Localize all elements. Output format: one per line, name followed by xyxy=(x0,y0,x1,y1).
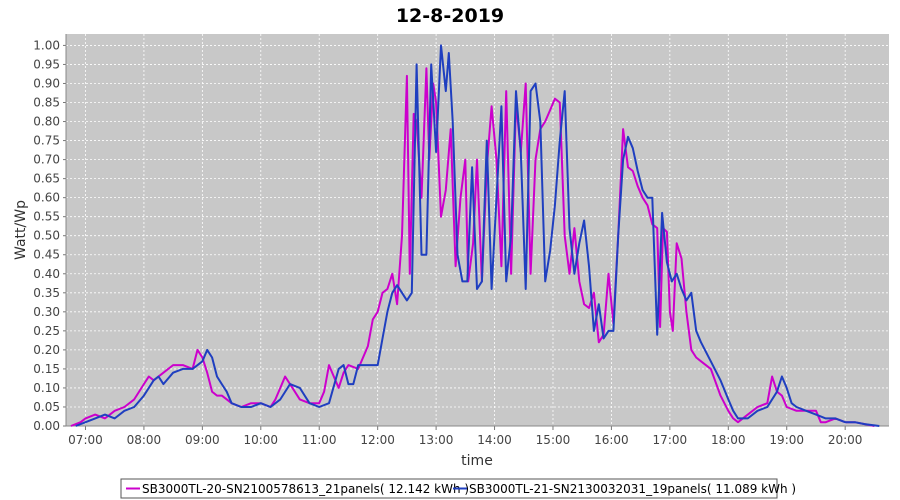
y-tick-label: 0.65 xyxy=(33,172,60,186)
y-tick-label: 0.15 xyxy=(33,362,60,376)
y-tick-label: 0.80 xyxy=(33,115,60,129)
y-tick-label: 1.00 xyxy=(33,38,60,52)
y-tick-label: 0.25 xyxy=(33,324,60,338)
x-tick-label: 13:00 xyxy=(419,433,454,447)
y-tick-label: 0.95 xyxy=(33,57,60,71)
x-tick-label: 17:00 xyxy=(653,433,688,447)
series-line-2 xyxy=(75,44,880,427)
y-tick-label: 0.10 xyxy=(33,381,60,395)
axes: 0.00 0.05 0.10 0.15 0.20 0.25 0.30 0.35 0.40 0.45… xyxy=(33,34,889,447)
y-tick-label: 0.50 xyxy=(33,229,60,243)
y-tick-label: 0.75 xyxy=(33,134,60,148)
series-line-1 xyxy=(70,67,875,427)
legend-box xyxy=(120,478,778,499)
x-tick-label: 09:00 xyxy=(185,433,220,447)
y-tick-label: 0.40 xyxy=(33,267,60,281)
y-tick-label: 0.55 xyxy=(33,210,60,224)
x-tick-label: 10:00 xyxy=(243,433,278,447)
x-tick-label: 12:00 xyxy=(360,433,395,447)
series-lines xyxy=(70,44,880,427)
x-tick-label: 20:00 xyxy=(828,433,863,447)
y-tick-label: 0.35 xyxy=(33,286,60,300)
y-tick-label: 0.45 xyxy=(33,248,60,262)
legend: SB3000TL-20-SN2100578613_21panels( 12.14… xyxy=(120,478,796,499)
y-tick-label: 0.85 xyxy=(33,96,60,110)
x-tick-label: 14:00 xyxy=(477,433,512,447)
y-tick-label: 0.90 xyxy=(33,76,60,90)
y-tick-label: 0.60 xyxy=(33,191,60,205)
x-tick-label: 07:00 xyxy=(68,433,103,447)
chart-title: 12-8-2019 xyxy=(396,5,504,27)
y-tick-label: 0.20 xyxy=(33,343,60,357)
x-tick-label: 16:00 xyxy=(594,433,629,447)
x-tick-label: 15:00 xyxy=(536,433,571,447)
legend-label-series-1: SB3000TL-20-SN2100578613_21panels( 12.14… xyxy=(142,482,469,496)
x-tick-label: 18:00 xyxy=(711,433,746,447)
x-tick-label: 11:00 xyxy=(302,433,337,447)
x-axis-title: time xyxy=(461,453,493,469)
y-axis-title: Watt/Wp xyxy=(13,200,29,260)
y-tick-label: 0.00 xyxy=(33,419,60,433)
x-tick-label: 19:00 xyxy=(769,433,804,447)
x-tick-label: 08:00 xyxy=(127,433,162,447)
legend-label-series-2: SB3000TL-21-SN2130032031_19panels( 11.08… xyxy=(469,482,796,496)
y-tick-label: 0.30 xyxy=(33,305,60,319)
y-tick-label: 0.05 xyxy=(33,400,60,414)
y-tick-label: 0.70 xyxy=(33,153,60,167)
